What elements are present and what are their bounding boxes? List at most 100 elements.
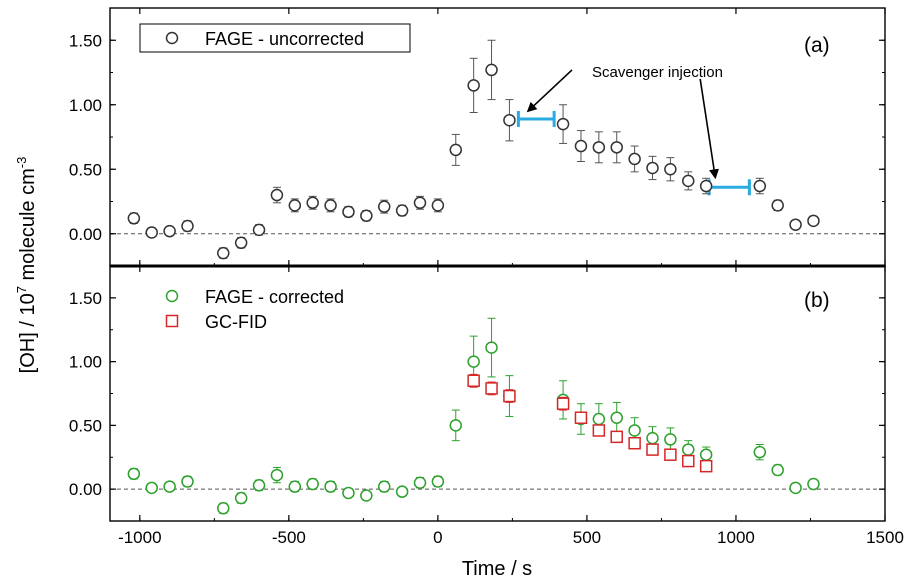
data-point-fage-uncorrected: [628, 152, 641, 166]
data-point-fage-corrected: [377, 480, 391, 493]
data-point-fage-uncorrected: [682, 174, 695, 188]
data-point-fage-corrected: [145, 481, 158, 495]
legend-label-fage-uncorrected: FAGE - uncorrected: [205, 29, 364, 49]
legend-marker-fage-uncorrected: [165, 31, 179, 45]
data-point-fage-uncorrected: [163, 224, 176, 238]
data-point-fage-corrected: [217, 502, 230, 515]
panel-a: 0.00 0.50 1.00 1.50: [69, 7, 886, 267]
data-point-fage-uncorrected: [646, 161, 659, 175]
data-point-gc-fid: [682, 454, 695, 468]
data-point-gc-fid: [485, 382, 498, 395]
data-point-fage-corrected: [771, 463, 784, 477]
data-point-fage-corrected: [449, 419, 463, 432]
data-point-fage-corrected: [610, 411, 623, 424]
y-tick-label-b: 0.00: [69, 480, 102, 499]
data-point-fage-uncorrected: [234, 236, 248, 250]
y-axis-title: [OH] / 107 molecule cm-3: [14, 157, 39, 374]
data-point-fage-corrected: [163, 480, 176, 493]
y-axis-title-main: [OH] / 10: [17, 293, 39, 373]
data-point-fage-corrected: [628, 424, 641, 437]
data-point-fage-corrected: [413, 476, 427, 489]
legend-marker-gc-fid: [165, 314, 179, 328]
y-tick-label-a: 1.50: [69, 31, 102, 50]
data-point-fage-uncorrected: [807, 214, 820, 228]
legend-label-gc-fid: GC-FID: [205, 312, 267, 332]
data-point-fage-corrected: [431, 475, 445, 488]
data-point-fage-uncorrected: [181, 219, 194, 233]
data-point-fage-uncorrected: [413, 196, 427, 210]
data-point-fage-corrected: [270, 468, 284, 482]
data-point-fage-corrected: [807, 477, 820, 491]
y-axis-title-exponent: 7: [14, 286, 29, 293]
x-tick-label: 500: [573, 528, 601, 547]
data-point-gc-fid: [467, 374, 480, 387]
x-axis-title: Time / s: [462, 558, 532, 580]
data-point-fage-uncorrected: [574, 139, 588, 153]
data-point-fage-corrected: [699, 448, 713, 461]
y-axis-title-unit: molecule cm: [17, 168, 39, 286]
data-point-fage-uncorrected: [306, 196, 319, 210]
data-point-fage-uncorrected: [592, 141, 606, 154]
data-point-fage-uncorrected: [789, 218, 802, 231]
legend-label-fage-corrected: FAGE - corrected: [205, 287, 344, 307]
panel-label-b: (b): [804, 289, 830, 312]
data-point-fage-uncorrected: [753, 179, 767, 193]
data-point-fage-uncorrected: [342, 205, 355, 219]
data-point-fage-uncorrected: [395, 204, 409, 217]
legend-box-a: [139, 23, 411, 53]
y-tick-label-b: 1.00: [69, 353, 102, 372]
data-point-fage-corrected: [646, 431, 659, 445]
data-point-fage-uncorrected: [556, 117, 570, 131]
data-point-fage-corrected: [753, 445, 767, 459]
legend-panel-b: FAGE - corrected GC-FID: [165, 287, 344, 332]
data-point-fage-corrected: [234, 491, 248, 505]
injection-arrow-1: [526, 69, 573, 113]
data-point-fage-uncorrected: [449, 143, 463, 157]
data-point-gc-fid: [503, 389, 516, 403]
data-point-fage-uncorrected: [503, 113, 516, 127]
legend-marker-fage-corrected: [165, 289, 179, 303]
data-point-gc-fid: [628, 436, 641, 450]
data-point-fage-corrected: [127, 467, 141, 481]
data-point-fage-uncorrected: [217, 246, 230, 260]
data-point-fage-uncorrected: [699, 179, 713, 193]
data-point-fage-corrected: [467, 355, 480, 368]
x-tick-label: -500: [272, 528, 306, 547]
data-point-gc-fid: [646, 443, 659, 456]
data-point-fage-corrected: [485, 341, 498, 354]
data-point-fage-corrected: [592, 412, 606, 426]
data-point-fage-uncorrected: [485, 63, 498, 77]
data-point-fage-corrected: [252, 479, 266, 492]
data-point-fage-corrected: [360, 489, 373, 502]
data-point-fage-corrected: [288, 480, 302, 493]
data-point-fage-uncorrected: [288, 199, 302, 212]
x-tick-label: 1500: [866, 528, 904, 547]
x-tick-label: -1000: [118, 528, 161, 547]
data-point-fage-uncorrected: [377, 200, 391, 213]
data-point-fage-uncorrected: [431, 199, 445, 212]
injection-arrow-2: [699, 78, 719, 180]
y-tick-label-a: 0.50: [69, 160, 102, 179]
data-point-gc-fid: [592, 424, 606, 437]
y-tick-label-a: 1.00: [69, 96, 102, 115]
data-point-gc-fid: [610, 430, 623, 444]
data-point-gc-fid: [664, 448, 677, 461]
data-point-fage-corrected: [789, 481, 802, 495]
data-point-fage-uncorrected: [664, 163, 677, 176]
data-point-fage-corrected: [306, 477, 319, 491]
data-point-fage-corrected: [664, 433, 677, 446]
data-point-fage-uncorrected: [252, 223, 266, 237]
y-tick-label-b: 0.50: [69, 416, 102, 435]
y-tick-label-b: 1.50: [69, 289, 102, 308]
data-point-gc-fid: [556, 397, 570, 410]
x-tick-label: 0: [433, 528, 442, 547]
data-point-fage-corrected: [342, 486, 355, 500]
scavenger-injection-label: Scavenger injection: [592, 64, 723, 81]
data-point-fage-corrected: [324, 480, 337, 493]
data-point-fage-uncorrected: [771, 199, 784, 212]
data-point-fage-uncorrected: [324, 199, 337, 212]
data-point-fage-uncorrected: [467, 79, 480, 92]
data-point-gc-fid: [574, 411, 588, 424]
data-point-fage-uncorrected: [145, 226, 158, 239]
